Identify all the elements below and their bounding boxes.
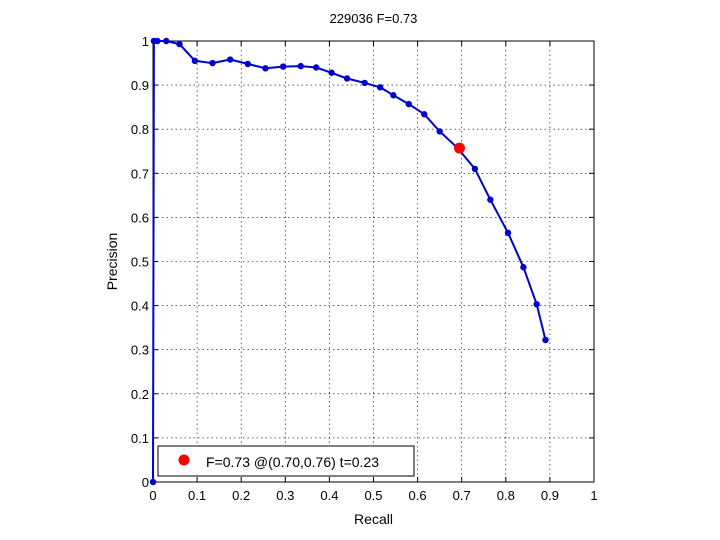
pr-curve-point — [436, 128, 443, 135]
x-tick-label: 0.3 — [276, 488, 294, 503]
y-tick-label: 0 — [142, 475, 149, 490]
x-tick-label: 0.5 — [364, 488, 382, 503]
y-tick-label: 0.7 — [131, 166, 149, 181]
x-tick-label: 0.6 — [409, 488, 427, 503]
legend: F=0.73 @(0.70,0.76) t=0.23 — [157, 445, 415, 477]
y-tick-label: 1 — [142, 34, 149, 49]
pr-curve-point — [226, 56, 234, 63]
pr-curve-point — [533, 301, 540, 308]
x-tick-label: 0.9 — [541, 488, 559, 503]
pr-curve-point — [154, 37, 161, 45]
pr-curve-point — [487, 196, 494, 203]
legend-box — [157, 445, 415, 477]
x-tick-label: 0 — [149, 488, 156, 503]
pr-curve-point — [163, 37, 170, 45]
y-tick-label: 0.8 — [131, 122, 149, 137]
pr-curve-point — [149, 478, 157, 486]
chart-title: 229036 F=0.73 — [330, 11, 418, 26]
pr-curve-point — [209, 59, 216, 67]
x-tick-label: 0.2 — [232, 488, 250, 503]
x-tick-label: 0.4 — [320, 488, 338, 503]
pr-curve-point — [279, 63, 287, 70]
x-axis-title: Recall — [354, 511, 393, 527]
y-tick-label: 0.1 — [131, 431, 149, 446]
pr-curve-point — [191, 57, 199, 65]
y-tick-label: 0.6 — [131, 210, 149, 225]
x-tick-label: 0.7 — [453, 488, 471, 503]
pr-curve-point — [421, 111, 428, 118]
pr-curve-point — [471, 165, 479, 173]
y-axis-title: Precision — [104, 233, 120, 291]
y-tick-label: 0.4 — [131, 299, 149, 314]
best-f-point — [453, 142, 465, 154]
pr-curve-point — [520, 264, 527, 271]
pr-curve-point — [405, 100, 412, 108]
pr-curve-point — [504, 229, 512, 237]
legend-marker — [178, 454, 190, 466]
pr-curve-point — [297, 62, 304, 70]
pr-curve-point — [376, 84, 384, 91]
pr-curve-point — [262, 65, 269, 72]
pr-curve-point — [361, 79, 368, 87]
pr-curve-point — [542, 336, 549, 344]
x-tick-label: 0.8 — [497, 488, 515, 503]
pr-curve-point — [244, 60, 252, 68]
pr-curve-point — [328, 69, 335, 76]
pr-curve-point — [390, 92, 397, 99]
pr-curve-point — [343, 75, 351, 82]
pr-curve-line — [152, 40, 547, 483]
x-tick-label: 0.1 — [188, 488, 206, 503]
legend-label: F=0.73 @(0.70,0.76) t=0.23 — [206, 454, 379, 470]
y-tick-label: 0.3 — [131, 343, 149, 358]
y-tick-label: 0.9 — [131, 78, 149, 93]
pr-curve-point — [176, 40, 183, 48]
y-tick-label: 0.2 — [131, 387, 149, 402]
pr-curve-point — [312, 64, 320, 71]
series-layer — [149, 37, 549, 486]
grid — [153, 41, 594, 482]
axis-ticks: 0 0.1 0.2 0.3 0.4 0.5 0.6 0.7 0.8 0.9 1 0 0.1 0.2 0.3 0… — [131, 34, 598, 503]
y-tick-label: 0.5 — [131, 255, 149, 270]
x-tick-label: 1 — [590, 488, 597, 503]
